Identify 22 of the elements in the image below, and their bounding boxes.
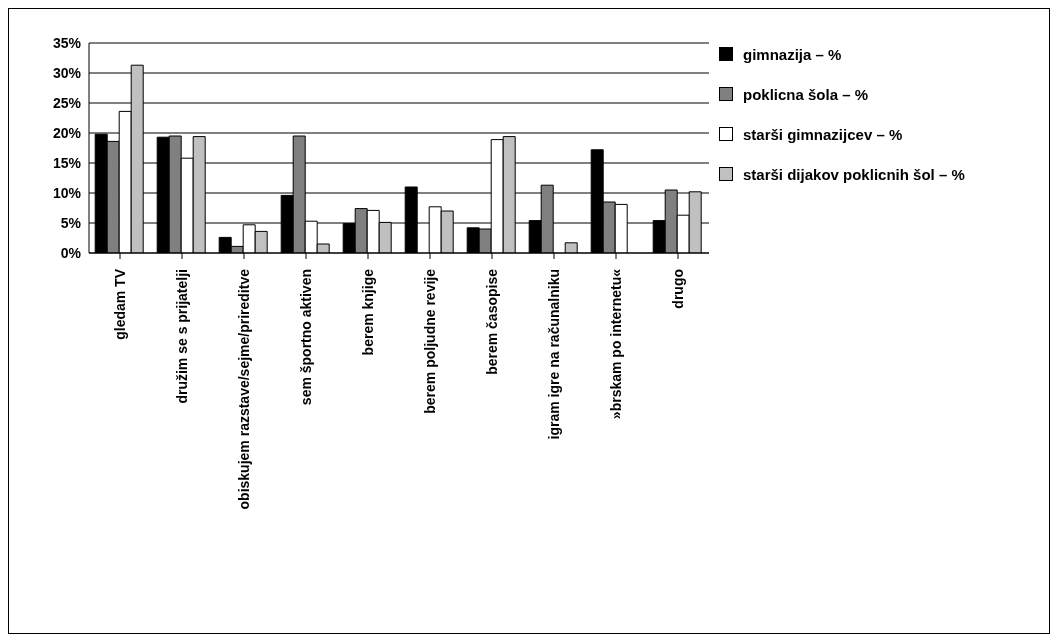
- y-tick-label: 0%: [60, 244, 82, 261]
- y-tick-label: 35%: [52, 34, 82, 51]
- y-tick-label: 15%: [52, 154, 82, 171]
- x-tick-label: drugo: [670, 269, 686, 309]
- x-tick-label: berem knjige: [360, 268, 376, 356]
- x-tick-label: berem časopise: [484, 268, 500, 375]
- y-tick-label: 10%: [52, 184, 82, 201]
- y-tick-label: 25%: [52, 94, 82, 111]
- x-tick-label: obiskujem razstave/sejme/prireditve: [236, 268, 252, 510]
- x-tick-label: gledam TV: [112, 268, 128, 340]
- legend-label: starši gimnazijcev – %: [743, 125, 903, 143]
- legend-label: gimnazija – %: [743, 45, 842, 63]
- x-tick-label: igram igre na računalniku: [546, 269, 562, 440]
- y-tick-label: 5%: [60, 214, 82, 231]
- legend-label: poklicna šola – %: [743, 85, 869, 103]
- legend-label: starši dijakov poklicnih šol – %: [743, 165, 965, 183]
- x-tick-label: berem poljudne revije: [422, 268, 438, 414]
- y-tick-label: 20%: [52, 124, 82, 141]
- x-tick-label: družim se s prijatelji: [174, 269, 190, 404]
- y-tick-label: 30%: [52, 64, 82, 81]
- x-tick-label: sem športno aktiven: [298, 269, 314, 406]
- x-tick-label: »brskam po internetu«: [608, 268, 624, 420]
